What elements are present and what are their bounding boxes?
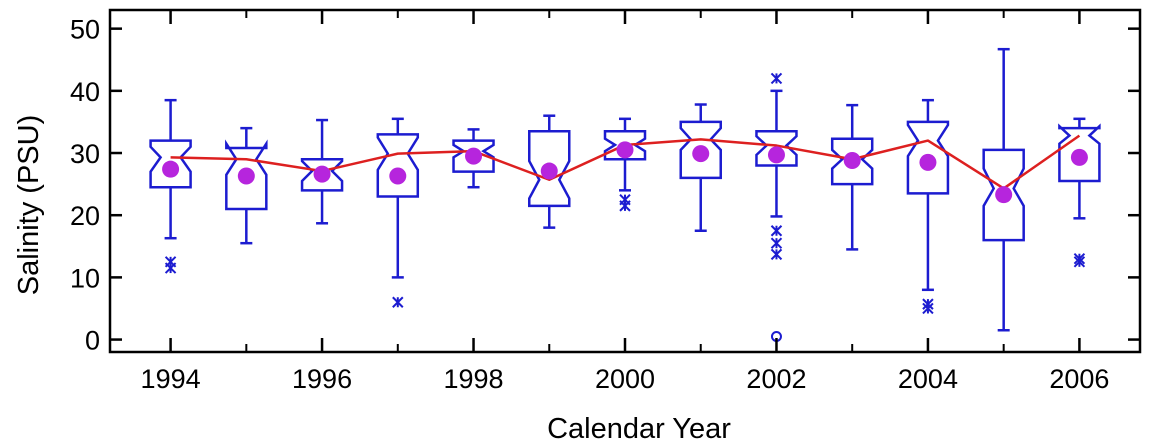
box-1998 bbox=[452, 128, 495, 189]
mean-markers bbox=[162, 141, 1088, 204]
box-2006 bbox=[1058, 117, 1101, 268]
outlier-star bbox=[1073, 256, 1086, 268]
mean-marker-2003 bbox=[843, 151, 861, 169]
box-2002 bbox=[755, 72, 798, 342]
outlier-star bbox=[770, 72, 783, 85]
box-1994 bbox=[149, 98, 192, 274]
mean-marker-1999 bbox=[540, 162, 558, 180]
box-2000 bbox=[603, 117, 647, 212]
box-2004 bbox=[906, 98, 950, 315]
x-tick-label: 1998 bbox=[443, 364, 503, 394]
x-tick-label: 2004 bbox=[898, 364, 958, 394]
notched-box bbox=[982, 148, 1025, 242]
y-axis-title: Salinity (PSU) bbox=[13, 115, 45, 296]
x-axis-title: Calendar Year bbox=[547, 413, 731, 445]
notched-box bbox=[679, 120, 722, 180]
x-tick-label: 2000 bbox=[595, 364, 655, 394]
outlier-star bbox=[770, 237, 783, 249]
notched-box bbox=[906, 120, 950, 195]
notched-box bbox=[1058, 123, 1101, 183]
box-2005 bbox=[982, 47, 1025, 332]
y-tick-label: 10 bbox=[70, 263, 100, 293]
box-marks bbox=[149, 47, 1101, 342]
mean-marker-2002 bbox=[767, 146, 785, 164]
box-1995 bbox=[225, 126, 268, 245]
notched-box bbox=[149, 139, 192, 189]
x-tick-label: 1996 bbox=[292, 364, 352, 394]
mean-marker-1998 bbox=[465, 147, 483, 165]
y-tick-label: 50 bbox=[70, 15, 100, 45]
outlier-star bbox=[392, 296, 404, 308]
y-tick-label: 30 bbox=[70, 139, 100, 169]
mean-marker-1995 bbox=[237, 167, 255, 185]
notched-box bbox=[603, 130, 647, 161]
x-tick-label: 2002 bbox=[746, 364, 806, 394]
notched-box bbox=[376, 133, 420, 198]
x-tick-label: 2006 bbox=[1049, 364, 1109, 394]
y-tick-label: 20 bbox=[70, 201, 100, 231]
mean-marker-1994 bbox=[162, 160, 180, 178]
mean-marker-2000 bbox=[616, 141, 634, 159]
mean-marker-1996 bbox=[313, 165, 331, 183]
x-tick-label: 1994 bbox=[141, 364, 201, 394]
box-1997 bbox=[376, 117, 420, 308]
outlier-star bbox=[164, 262, 177, 274]
outlier-star bbox=[619, 200, 631, 212]
axes: 0 10 20 30 40 50 1994 1996 1998 2000 2002 2004 2006 bbox=[70, 10, 1140, 394]
outlier-star bbox=[770, 248, 783, 261]
notched-box bbox=[225, 139, 268, 211]
outlier-star bbox=[770, 225, 783, 237]
mean-marker-1997 bbox=[389, 167, 407, 185]
box-2003 bbox=[830, 103, 874, 251]
notched-box bbox=[755, 130, 798, 167]
box-2001 bbox=[679, 103, 722, 232]
mean-marker-2006 bbox=[1070, 148, 1088, 166]
mean-marker-2004 bbox=[919, 153, 937, 171]
mean-marker-2001 bbox=[692, 145, 710, 163]
mean-marker-2005 bbox=[995, 186, 1013, 204]
notched-box bbox=[452, 139, 495, 173]
y-tick-label: 40 bbox=[70, 77, 100, 107]
outlier-star bbox=[922, 302, 934, 315]
y-tick-label: 0 bbox=[85, 326, 100, 356]
